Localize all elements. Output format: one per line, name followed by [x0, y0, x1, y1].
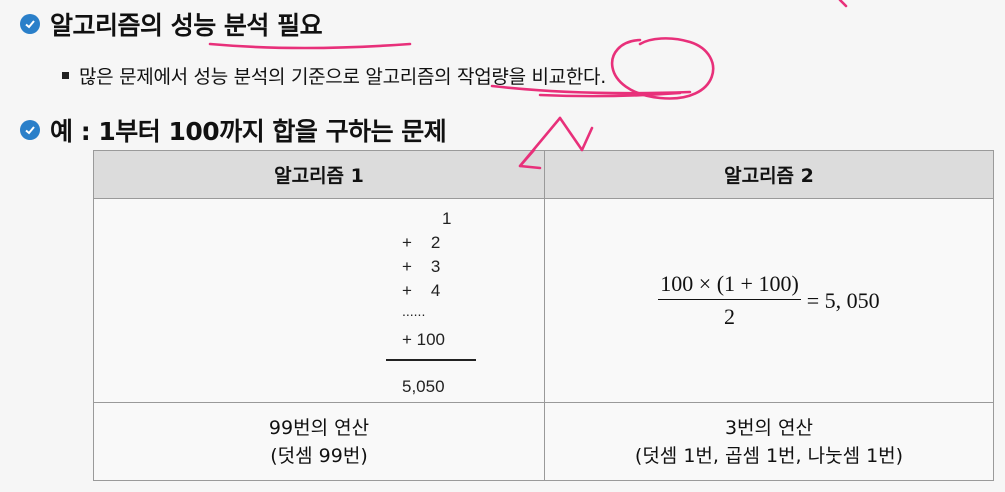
formula-result: = 5, 050 [806, 287, 880, 313]
tick-annotation [838, 0, 848, 8]
square-bullet-icon [62, 72, 69, 79]
algorithm-1-ops: 99번의 연산 (덧셈 99번) [93, 402, 545, 481]
check-circle-icon [20, 14, 40, 34]
sub-bullet: 많은 문제에서 성능 분석의 기준으로 알고리즘의 작업량을 비교한다. [62, 62, 606, 89]
heading-performance-analysis: 알고리즘의 성능 분석 필요 [20, 6, 323, 42]
method-row: 1 + 2 + 3 + 4 ...... + 100 5,050 100 × (… [93, 198, 994, 403]
underline-annotation [208, 42, 412, 50]
algorithm-2-ops: 3번의 연산 (덧셈 1번, 곱셈 1번, 나눗셈 1번) [544, 402, 994, 481]
sub-bullet-text: 많은 문제에서 성능 분석의 기준으로 알고리즘의 작업량을 비교한다. [79, 66, 606, 88]
heading-text: 예 : 1부터 100까지 합을 구하는 문제 [50, 117, 447, 146]
ops-count: 3번의 연산 [724, 416, 814, 439]
arrow-annotation [558, 116, 594, 152]
header-algorithm-2: 알고리즘 2 [544, 150, 994, 199]
algorithm-1-method: 1 + 2 + 3 + 4 ...... + 100 5,050 [93, 198, 545, 403]
sum-term: + 4 [402, 281, 441, 300]
operations-row: 99번의 연산 (덧셈 99번) 3번의 연산 (덧셈 1번, 곱셈 1번, 나… [93, 402, 994, 481]
fraction-numerator: 100 × (1 + 100) [658, 271, 801, 300]
ops-detail: (덧셈 99번) [270, 444, 368, 467]
underline-annotation [538, 91, 682, 98]
fraction: 100 × (1 + 100) 2 [658, 271, 801, 330]
circle-annotation [610, 37, 715, 100]
sum-result: 5,050 [402, 377, 445, 396]
sum-term: + 3 [402, 257, 441, 276]
sum-ellipsis: ...... [402, 303, 426, 319]
header-row: 알고리즘 1 알고리즘 2 [93, 150, 994, 199]
fraction-denominator: 2 [724, 304, 736, 329]
sum-term: 1 [442, 209, 452, 228]
sum-term: + 2 [402, 233, 441, 252]
sum-term: + 100 [402, 330, 446, 349]
summation-block: 1 + 2 + 3 + 4 ...... + 100 5,050 [94, 199, 544, 402]
heading-example: 예 : 1부터 100까지 합을 구하는 문제 [20, 112, 447, 148]
heading-text: 알고리즘의 성능 분석 필요 [50, 11, 323, 40]
ops-detail: (덧셈 1번, 곱셈 1번, 나눗셈 1번) [634, 444, 904, 467]
algorithm-2-method: 100 × (1 + 100) 2 = 5, 050 [544, 198, 994, 403]
sum-underline [386, 359, 476, 361]
ops-count: 99번의 연산 [268, 416, 370, 439]
check-circle-icon [20, 120, 40, 140]
gauss-formula: 100 × (1 + 100) 2 = 5, 050 [658, 271, 880, 330]
header-algorithm-1: 알고리즘 1 [93, 150, 545, 199]
comparison-table: 알고리즘 1 알고리즘 2 1 + 2 + 3 + 4 ...... + 100… [93, 150, 994, 481]
